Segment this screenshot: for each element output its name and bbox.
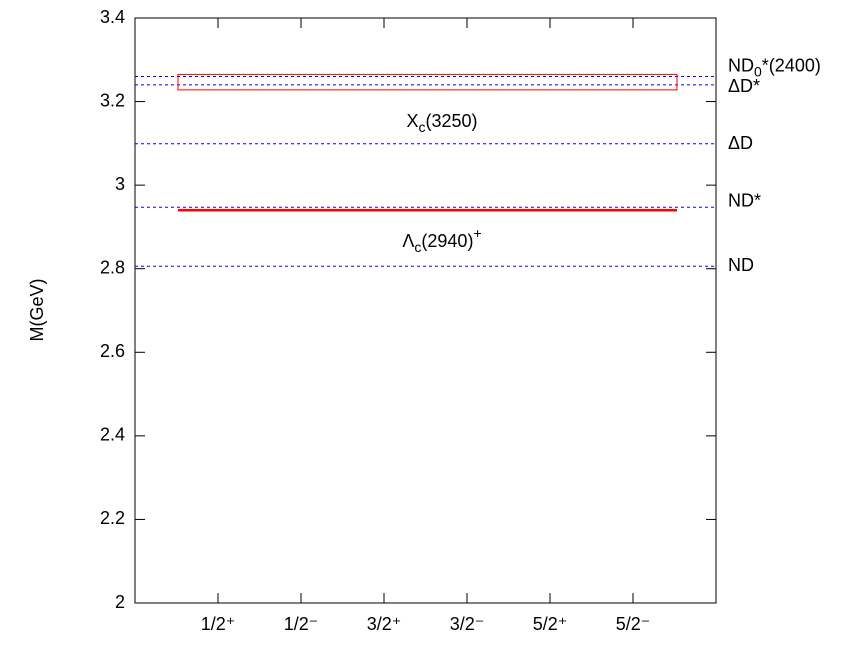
state-label: Λc(2940)+: [402, 225, 481, 255]
y-tick-label: 3: [115, 174, 125, 194]
plot-frame: [135, 18, 716, 603]
y-tick-label: 3.2: [100, 90, 125, 110]
label-part: X: [406, 111, 418, 131]
y-tick-label: 2.8: [100, 257, 125, 277]
y-tick-label: 2: [115, 592, 125, 612]
label-part: Λ: [402, 231, 414, 251]
y-tick-label: 2.6: [100, 341, 125, 361]
x-tick-label: 1/2⁻: [284, 614, 319, 634]
state-label: Xc(3250): [406, 111, 477, 135]
label-part: ΔD: [728, 133, 753, 153]
page: M(GeV) 2 2.2 2.4 2.6 2.8 3 3.2 3.4 1/2⁺ 1/2⁻ 3/2⁺ 3…: [0, 0, 866, 647]
label-part: ND: [728, 255, 754, 275]
y-tick-label: 2.4: [100, 425, 125, 445]
threshold-label: ND*: [728, 190, 761, 210]
y-tick-label: 3.4: [100, 7, 125, 27]
threshold-label: ΔD: [728, 133, 753, 153]
label-part: c: [418, 119, 425, 135]
label-part: +: [473, 225, 481, 241]
label-part: (2940): [421, 231, 473, 251]
label-part: ND*: [728, 190, 761, 210]
label-part: c: [414, 239, 421, 255]
label-part: (3250): [425, 111, 477, 131]
state-band: [178, 74, 677, 89]
label-part: ND: [728, 55, 754, 75]
x-tick-label: 1/2⁺: [201, 614, 236, 634]
threshold-label: ND: [728, 255, 754, 275]
y-tick-label: 2.2: [100, 508, 125, 528]
x-tick-label: 3/2⁺: [367, 614, 402, 634]
label-part: 0: [754, 63, 762, 79]
chart: M(GeV) 2 2.2 2.4 2.6 2.8 3 3.2 3.4 1/2⁺ 1/2⁻ 3/2⁺ 3…: [0, 0, 866, 642]
y-axis-label: M(GeV): [27, 279, 47, 342]
label-part: *(2400): [762, 55, 821, 75]
x-tick-label: 5/2⁻: [616, 614, 651, 634]
x-tick-label: 5/2⁺: [533, 614, 568, 634]
x-tick-label: 3/2⁻: [450, 614, 485, 634]
